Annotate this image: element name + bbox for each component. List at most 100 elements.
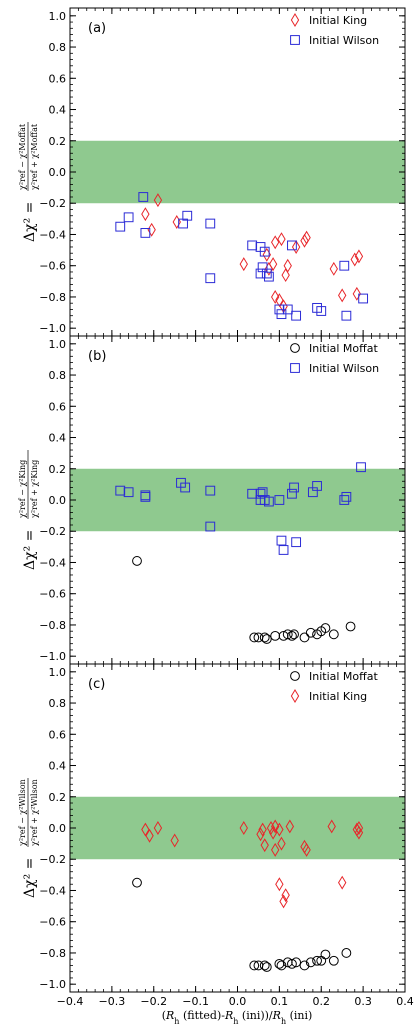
panel-a-legend: Initial King Initial Wilson <box>290 13 379 47</box>
y-tick-label: −1.0 <box>39 650 66 663</box>
wilson-point <box>282 304 293 315</box>
y-tick-label: −0.4 <box>39 556 66 569</box>
x-tick-label: 0.1 <box>271 995 289 1008</box>
y-tick-label: 0.0 <box>49 822 67 835</box>
moffat-point <box>320 623 331 633</box>
moffat-point <box>276 960 287 971</box>
king-point <box>268 825 278 840</box>
king-point <box>277 836 286 851</box>
wilson-point <box>255 268 266 279</box>
king-point <box>141 207 150 222</box>
panel-c-ylabel: Δχ² = χ²ref − χ²Wilson χ²ref + χ²Wilson <box>18 778 39 898</box>
moffat-point <box>289 629 299 640</box>
moffat-point <box>249 632 260 643</box>
king-point <box>285 819 295 834</box>
king-point <box>147 222 156 237</box>
king-point <box>275 822 284 837</box>
x-tick-label: 0.2 <box>313 995 331 1008</box>
x-tick-label: 0.4 <box>396 995 414 1008</box>
panel-c-label: (c) <box>88 677 105 692</box>
panel-c-ylabel-num: χ²ref − χ²Wilson <box>18 779 27 846</box>
king-point <box>354 249 364 264</box>
king-point <box>300 233 309 248</box>
y-tick-label: 1.0 <box>49 338 67 351</box>
y-tick-label: 0.2 <box>49 135 67 148</box>
moffat-point <box>320 949 331 960</box>
wilson-point <box>205 218 216 229</box>
king-point <box>271 289 280 304</box>
panel-a-ylabel-den: χ²ref + χ²Moffat <box>30 123 39 190</box>
legend-label: Initial King <box>309 690 367 703</box>
panel-a: 1.0 0.8 0.6 0.4 0.2 0.0 −0.2 −0.4 −0.6 −0.8 −1.0 (… <box>18 7 406 337</box>
y-tick-label: −0.8 <box>39 291 66 304</box>
legend-marker-circle <box>290 671 300 681</box>
legend-marker-square <box>290 363 300 373</box>
wilson-point <box>261 268 272 279</box>
x-tick-label: −0.3 <box>99 995 126 1008</box>
panel-c: 1.0 0.8 0.6 0.4 0.2 0.0 −0.2 −0.4 −0.6 −0.8 −1.0 (… <box>18 663 406 993</box>
panel-c-band <box>70 796 405 860</box>
moffat-point <box>287 958 297 969</box>
moffat-point <box>305 957 316 968</box>
wilson-point <box>341 310 352 321</box>
panel-a-label: (a) <box>88 21 106 36</box>
legend-marker-circle <box>290 343 300 353</box>
king-point <box>268 257 278 272</box>
moffat-point <box>282 629 293 640</box>
legend-label: Initial King <box>309 14 367 27</box>
panel-b-legend: Initial Moffat Initial Wilson <box>290 342 379 375</box>
moffat-point <box>249 960 260 971</box>
wilson-point <box>257 487 268 498</box>
king-point <box>352 286 362 301</box>
king-point <box>354 821 364 835</box>
wilson-point <box>316 306 327 316</box>
moffat-point <box>259 632 270 643</box>
wilson-point <box>140 228 151 238</box>
king-point <box>338 875 347 890</box>
x-axis-label: (Rh (fitted)-Rh (ini))/Rh (ini) <box>162 1009 313 1025</box>
y-tick-label: −0.2 <box>39 197 66 210</box>
y-tick-label: −0.4 <box>39 228 66 241</box>
king-point <box>275 877 284 892</box>
legend-marker-diamond <box>290 689 300 703</box>
panel-c-ylabel-den: χ²ref + χ²Wilson <box>30 779 39 846</box>
y-tick-label: −0.2 <box>39 853 66 866</box>
wilson-point <box>259 246 270 257</box>
wilson-point <box>274 495 285 505</box>
king-point <box>239 821 248 835</box>
king-point <box>239 257 248 272</box>
wilson-point <box>247 240 258 251</box>
legend-marker-square <box>290 35 300 45</box>
panel-a-ticks: 1.0 0.8 0.6 0.4 0.2 0.0 −0.2 −0.4 −0.6 −0.8 −1.0 <box>39 8 406 336</box>
moffat-point <box>345 621 356 632</box>
wilson-point <box>115 221 126 232</box>
legend-label: Initial Wilson <box>309 362 379 375</box>
y-tick-label: 0.4 <box>49 104 67 117</box>
x-tick-label: −0.4 <box>57 995 84 1008</box>
king-point <box>266 821 276 835</box>
panel-c-legend: Initial Moffat Initial King <box>290 670 378 703</box>
wilson-point <box>289 482 299 493</box>
king-point <box>281 268 290 283</box>
king-point <box>329 261 338 276</box>
king-point <box>256 827 265 842</box>
y-tick-label: −0.8 <box>39 947 66 960</box>
moffat-point <box>259 960 270 971</box>
panel-b-ylabel-den: χ²ref + χ²King <box>30 460 39 518</box>
king-point <box>277 232 286 247</box>
legend-label: Initial Wilson <box>309 34 379 47</box>
king-point <box>279 894 288 909</box>
moffat-point <box>270 630 281 641</box>
king-point <box>302 842 311 857</box>
panel-b-ylabel: Δχ² = χ²ref − χ²King χ²ref + χ²King <box>18 450 39 570</box>
king-point <box>271 819 280 834</box>
wilson-point <box>356 462 366 473</box>
moffat-point <box>291 957 302 968</box>
king-point <box>271 235 280 250</box>
x-tick-label: −0.1 <box>182 995 209 1008</box>
panel-b-ylabel-prefix: Δχ² = <box>22 530 38 570</box>
panel-c-marks <box>132 819 364 972</box>
wilson-point <box>339 260 350 271</box>
wilson-point <box>140 490 151 501</box>
